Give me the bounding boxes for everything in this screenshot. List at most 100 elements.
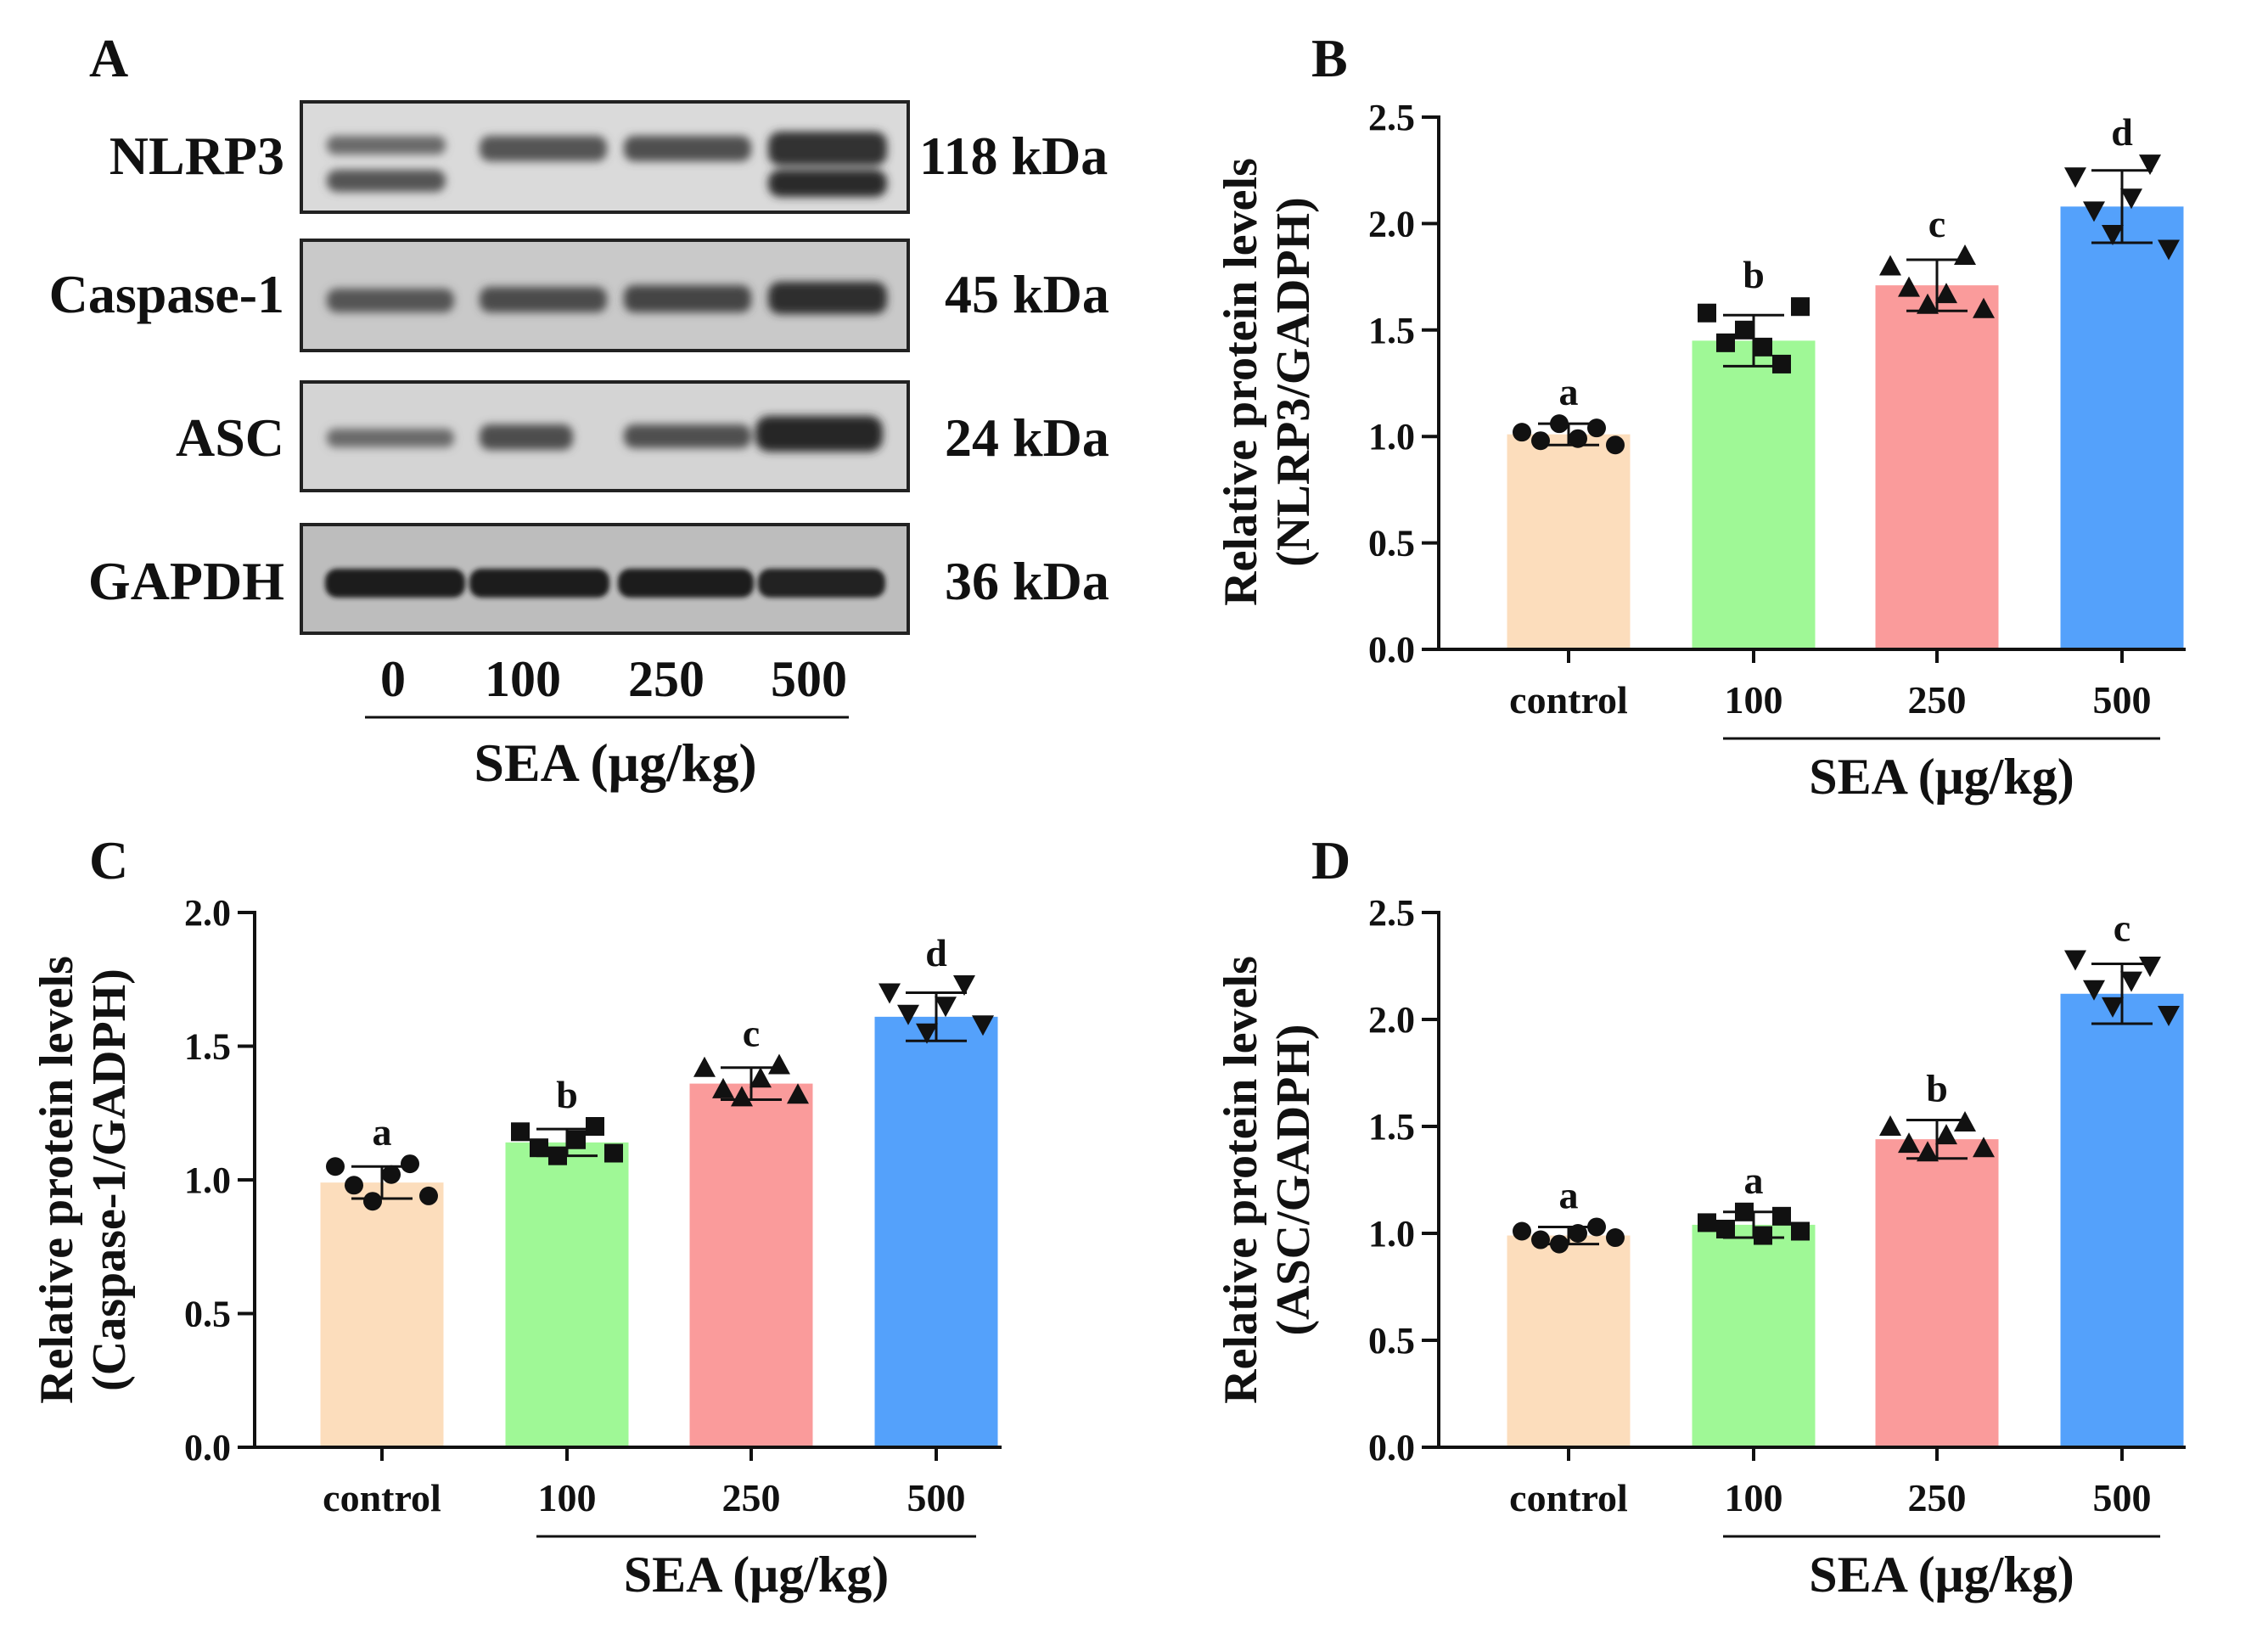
x-tick-label-control: control — [1509, 1476, 1628, 1519]
data-point-control — [382, 1165, 401, 1184]
data-point-500 — [935, 997, 957, 1018]
y-tick-label: 2.0 — [1368, 999, 1415, 1041]
data-point-control — [1569, 1224, 1587, 1243]
x-axis-label: SEA (μg/kg) — [1809, 1547, 2074, 1603]
data-point-250 — [1954, 1110, 1976, 1131]
data-point-control — [1513, 1221, 1531, 1241]
data-point-100 — [1735, 320, 1754, 340]
bar-500 — [874, 1016, 998, 1447]
y-axis-label-line2: (Caspase-1/GADPH) — [83, 969, 136, 1391]
x-tick-label-100: 100 — [1725, 678, 1783, 722]
bar-control — [320, 1182, 444, 1447]
data-point-250 — [1973, 1137, 1995, 1158]
data-point-250 — [1898, 276, 1920, 297]
significance-letter-100: a — [1744, 1159, 1764, 1202]
data-point-control — [1569, 429, 1587, 448]
data-point-250 — [1879, 1115, 1901, 1136]
data-point-250 — [1898, 1132, 1920, 1154]
significance-letter-250: b — [1926, 1066, 1948, 1109]
blot-dose-0: 0 — [380, 651, 406, 707]
data-point-100 — [1754, 337, 1772, 357]
blot-label-caspase1: Caspase-1 — [49, 264, 284, 324]
y-tick-label: 0.0 — [1368, 629, 1415, 671]
panel-c-chart: Ca control b 100 c 250 d 500 0.0 0.5 1.0 1.5 2.0 Rela… — [31, 830, 1002, 1603]
y-tick-label: 0.0 — [1368, 1427, 1415, 1468]
y-tick-label: 1.0 — [1368, 416, 1415, 458]
data-point-100 — [1716, 333, 1735, 352]
x-tick-label-control: control — [1509, 678, 1628, 722]
data-point-100 — [1716, 1219, 1735, 1238]
y-tick-label: 1.5 — [1368, 310, 1415, 351]
data-point-control — [1587, 1217, 1606, 1237]
data-point-100 — [567, 1130, 586, 1149]
data-point-500 — [2083, 201, 2105, 222]
bar-100 — [1692, 1224, 1816, 1447]
y-tick-label: 0.5 — [1368, 1320, 1415, 1362]
blot-strip-asc — [300, 380, 910, 492]
data-point-250 — [1917, 293, 1939, 314]
data-point-250 — [1917, 1141, 1939, 1162]
blot-kda-caspase1: 45 kDa — [945, 264, 1109, 324]
bar-250 — [1875, 1139, 1999, 1447]
x-axis-label: SEA (μg/kg) — [624, 1547, 889, 1603]
y-tick-label: 2.5 — [1368, 892, 1415, 934]
blot-strip-caspase1 — [300, 239, 910, 352]
significance-letter-250: c — [743, 1012, 760, 1055]
data-point-100 — [1698, 303, 1716, 323]
x-tick-label-500: 500 — [2093, 678, 2152, 722]
y-tick-label: 0.0 — [184, 1427, 231, 1468]
blot-kda-gapdh: 36 kDa — [945, 551, 1109, 611]
data-point-control — [1531, 1230, 1550, 1249]
bar-100 — [1692, 340, 1816, 649]
significance-letter-500: d — [2111, 110, 2133, 154]
data-point-100 — [1791, 297, 1810, 317]
y-tick-label: 2.5 — [1368, 97, 1415, 138]
significance-letter-control: a — [1559, 1173, 1579, 1216]
data-point-control — [1606, 1228, 1625, 1248]
significance-letter-250: c — [1928, 202, 1945, 245]
data-point-100 — [586, 1117, 604, 1136]
panel-label-d: D — [1311, 830, 1350, 890]
data-point-250 — [1879, 255, 1901, 276]
x-tick-label-500: 500 — [907, 1476, 966, 1519]
data-point-500 — [897, 1004, 919, 1025]
data-point-250 — [731, 1086, 753, 1107]
bar-control — [1507, 434, 1631, 649]
data-point-control — [1606, 435, 1625, 455]
significance-letter-control: a — [373, 1110, 392, 1154]
data-point-500 — [916, 1023, 938, 1044]
data-point-500 — [972, 1015, 994, 1036]
data-point-control — [1587, 418, 1606, 438]
significance-letter-500: d — [925, 931, 947, 974]
data-point-500 — [2158, 1005, 2180, 1026]
blot-kda-nlrp3: 118 kDa — [919, 126, 1108, 186]
panel-b-chart: Ba control b 100 c 250 d 500 0.0 0.5 1.0 1.5 2.0 2.5 R… — [1215, 28, 2186, 805]
y-tick-label: 1.0 — [1368, 1213, 1415, 1255]
x-tick-label-control: control — [323, 1476, 441, 1519]
blot-label-nlrp3: NLRP3 — [109, 126, 284, 186]
data-point-250 — [768, 1053, 790, 1075]
data-point-100 — [604, 1143, 623, 1163]
data-point-control — [419, 1186, 438, 1205]
data-point-100 — [1791, 1221, 1810, 1241]
panel-label-c: C — [89, 830, 128, 890]
data-point-control — [1550, 414, 1569, 434]
blot-dose-100: 100 — [485, 651, 561, 707]
data-point-250 — [749, 1067, 772, 1088]
data-point-500 — [2102, 997, 2124, 1018]
y-tick-label: 0.5 — [184, 1294, 231, 1335]
y-tick-label: 0.5 — [1368, 523, 1415, 564]
data-point-500 — [2139, 957, 2161, 977]
significance-letter-500: c — [2114, 906, 2130, 949]
data-point-500 — [2120, 971, 2142, 992]
y-axis-label-line1: Relative protein levels — [1215, 158, 1267, 606]
data-point-500 — [2102, 224, 2124, 245]
x-tick-label-100: 100 — [538, 1476, 597, 1519]
data-point-100 — [1772, 1206, 1791, 1226]
data-point-control — [1531, 431, 1550, 451]
y-axis-label-line1: Relative protein levels — [31, 956, 83, 1404]
panel-label-a: A — [89, 28, 128, 88]
data-point-500 — [2064, 950, 2086, 971]
bar-500 — [2060, 993, 2184, 1447]
